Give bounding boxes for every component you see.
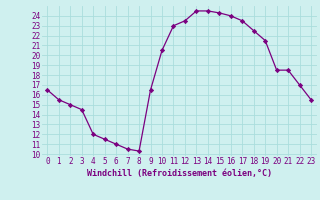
X-axis label: Windchill (Refroidissement éolien,°C): Windchill (Refroidissement éolien,°C) bbox=[87, 169, 272, 178]
